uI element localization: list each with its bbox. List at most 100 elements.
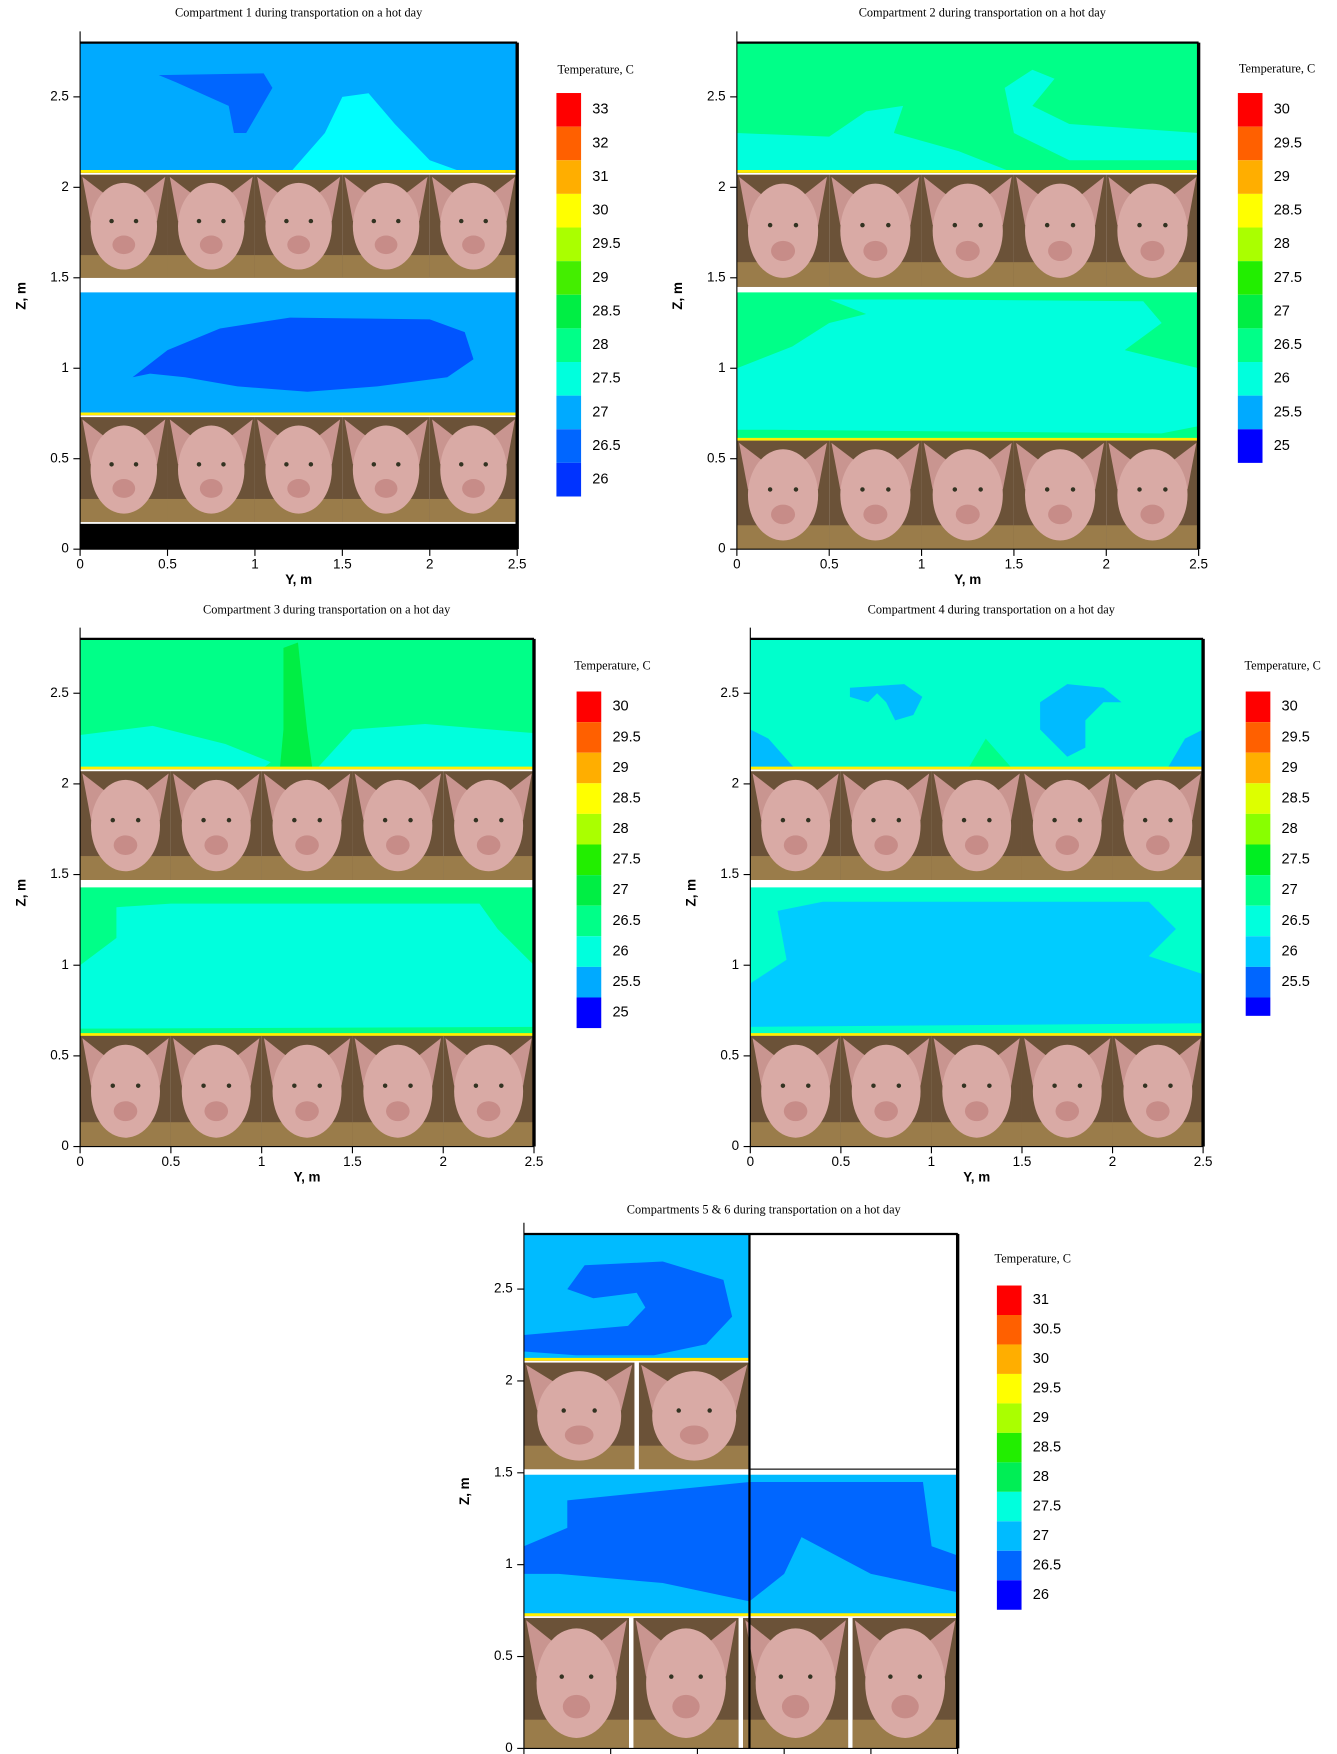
pig-eye — [227, 1083, 231, 1087]
x-tick-label: 0 — [76, 1154, 83, 1169]
pig-face — [440, 425, 506, 513]
pig-face — [273, 780, 342, 871]
y-tick-label: 1 — [505, 1556, 512, 1571]
pig-snout — [965, 1101, 989, 1121]
panel: Compartment 3 during transportation on a… — [13, 603, 650, 1185]
pig-eye — [806, 1083, 810, 1087]
x-tick-label: 1.5 — [333, 556, 352, 571]
pig-eye — [318, 818, 322, 822]
pig-snout — [563, 1695, 590, 1718]
deck — [80, 639, 534, 771]
colorbar-label: 27.5 — [612, 852, 640, 868]
pig-face — [178, 183, 244, 270]
pig-eye — [1045, 487, 1049, 491]
pig-snout — [784, 1101, 808, 1121]
y-axis-title: Z, m — [13, 879, 28, 907]
pig-eye — [897, 1083, 901, 1087]
pig-face — [454, 780, 523, 871]
pig-face — [91, 1045, 160, 1138]
pig-face — [748, 184, 818, 278]
pig-eye — [284, 219, 288, 223]
pig-eye — [109, 219, 113, 223]
colorbar-swatch — [1238, 194, 1263, 228]
y-axis-title: Z, m — [13, 282, 28, 310]
pig-face — [1117, 449, 1187, 540]
pig-snout — [1146, 835, 1170, 855]
pig-eye — [1143, 818, 1147, 822]
pig-face — [363, 780, 432, 871]
pig-snout — [112, 479, 135, 498]
pig-face — [852, 780, 921, 871]
colorbar-label: 28 — [592, 337, 608, 353]
pig-snout — [287, 236, 310, 255]
pig-eye — [886, 487, 890, 491]
colorbar-label: 27 — [612, 882, 628, 898]
pig-eye — [372, 462, 376, 466]
x-tick-label: 0.5 — [158, 556, 177, 571]
pig-snout — [462, 236, 485, 255]
pig-eye — [592, 1408, 596, 1412]
pig-snout — [295, 835, 319, 855]
pig-face — [1025, 449, 1095, 540]
pig-eye — [953, 487, 957, 491]
pig-eye — [987, 818, 991, 822]
colorbar-label: 29.5 — [1033, 1381, 1061, 1397]
pig-eye — [871, 818, 875, 822]
pig-eye — [1052, 1083, 1056, 1087]
colorbar-label: 30 — [612, 699, 628, 715]
colorbar-swatch — [1238, 228, 1263, 262]
x-tick-label: 1 — [928, 1154, 935, 1169]
pig-eye — [561, 1408, 565, 1412]
pig-eye — [768, 487, 772, 491]
x-tick-label: 0 — [747, 1154, 754, 1169]
pig-eye — [309, 219, 313, 223]
colorbar-label: 26.5 — [612, 913, 640, 929]
colorbar-label: 29 — [1033, 1410, 1049, 1426]
pig-eye — [560, 1674, 564, 1678]
x-tick-label: 1 — [918, 556, 925, 571]
pig-eye — [897, 818, 901, 822]
colorbar-swatch — [1238, 362, 1263, 396]
colorbar-label: 26.5 — [592, 438, 620, 454]
pig-snout — [114, 1101, 138, 1121]
colorbar-swatch — [556, 160, 581, 194]
y-tick-label: 2.5 — [50, 88, 69, 103]
pig-face — [756, 1628, 836, 1738]
x-tick-label: 0 — [76, 556, 83, 571]
pig-snout — [1048, 505, 1072, 525]
colorbar-swatch — [556, 295, 581, 329]
deck — [524, 1475, 958, 1618]
colorbar-label: 29.5 — [1274, 135, 1302, 151]
y-tick-label: 2.5 — [707, 88, 726, 103]
colorbar-title: Temperature, C — [557, 62, 633, 76]
colorbar-swatch — [556, 362, 581, 396]
colorbar-label: 29 — [1274, 169, 1290, 185]
pig-eye — [1052, 818, 1056, 822]
y-tick-label: 1.5 — [707, 269, 726, 284]
y-tick-label: 1.5 — [50, 269, 69, 284]
colorbar-label: 27 — [592, 404, 608, 420]
pig-snout — [462, 479, 485, 498]
pig-eye — [1045, 223, 1049, 227]
pig-face — [840, 449, 910, 540]
pig-snout — [375, 479, 398, 498]
pig-snout — [112, 236, 135, 255]
x-tick-label: 2 — [426, 556, 433, 571]
colorbar-swatch — [1238, 429, 1263, 463]
x-tick-label: 1.5 — [1005, 556, 1024, 571]
pig-eye — [372, 219, 376, 223]
pig-face — [537, 1628, 617, 1738]
pig-eye — [953, 223, 957, 227]
pig-snout — [1055, 835, 1079, 855]
pig-eye — [109, 462, 113, 466]
y-tick-label: 1 — [61, 360, 68, 375]
colorbar-label: 27 — [1282, 882, 1298, 898]
colorbar-label: 30.5 — [1033, 1322, 1061, 1338]
pig-eye — [987, 1083, 991, 1087]
pig-snout — [874, 835, 898, 855]
deck — [737, 43, 1199, 174]
pig-snout — [287, 479, 310, 498]
pig-snout — [874, 1101, 898, 1121]
pig-eye — [309, 462, 313, 466]
y-tick-label: 0.5 — [720, 1047, 739, 1062]
